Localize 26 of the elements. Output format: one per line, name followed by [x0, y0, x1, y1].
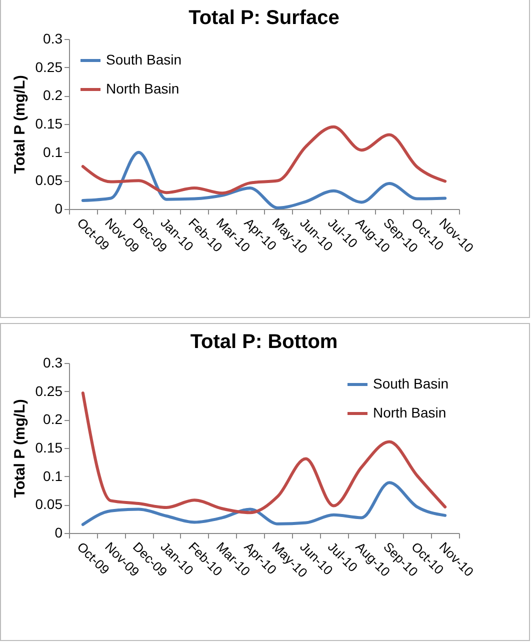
line-series — [81, 392, 447, 514]
y-tick-label: 0.1 — [43, 144, 63, 160]
line-series — [81, 150, 447, 210]
legend-label: South Basin — [373, 376, 448, 392]
y-tick-label: 0.1 — [43, 468, 63, 484]
chart-title: Total P: Surface — [188, 7, 340, 29]
line-series — [81, 125, 447, 195]
y-tick-label: 0.05 — [35, 496, 63, 512]
y-tick-label: 0.15 — [35, 440, 63, 456]
y-tick-label: 0.3 — [43, 354, 63, 370]
chart-title: Total P: Bottom — [190, 331, 338, 353]
line-series — [81, 481, 447, 526]
y-tick-label: 0.05 — [35, 172, 63, 188]
legend-label: South Basin — [106, 52, 182, 68]
y-tick-label: 0.15 — [35, 116, 63, 132]
legend-label: North Basin — [106, 80, 180, 96]
y-tick-label: 0.3 — [43, 30, 63, 46]
y-tick-label: 0.25 — [35, 382, 63, 399]
y-tick-label: 0.2 — [43, 87, 63, 104]
y-tick-label: 0.2 — [43, 411, 63, 428]
y-axis-title: Total P (mg/L) — [11, 399, 28, 498]
legend-label: North Basin — [373, 404, 446, 420]
y-tick-label: 0 — [54, 200, 63, 216]
y-tick-label: 0 — [54, 524, 63, 540]
y-axis-title: Total P (mg/L) — [11, 75, 28, 174]
y-tick-label: 0.25 — [35, 58, 63, 75]
